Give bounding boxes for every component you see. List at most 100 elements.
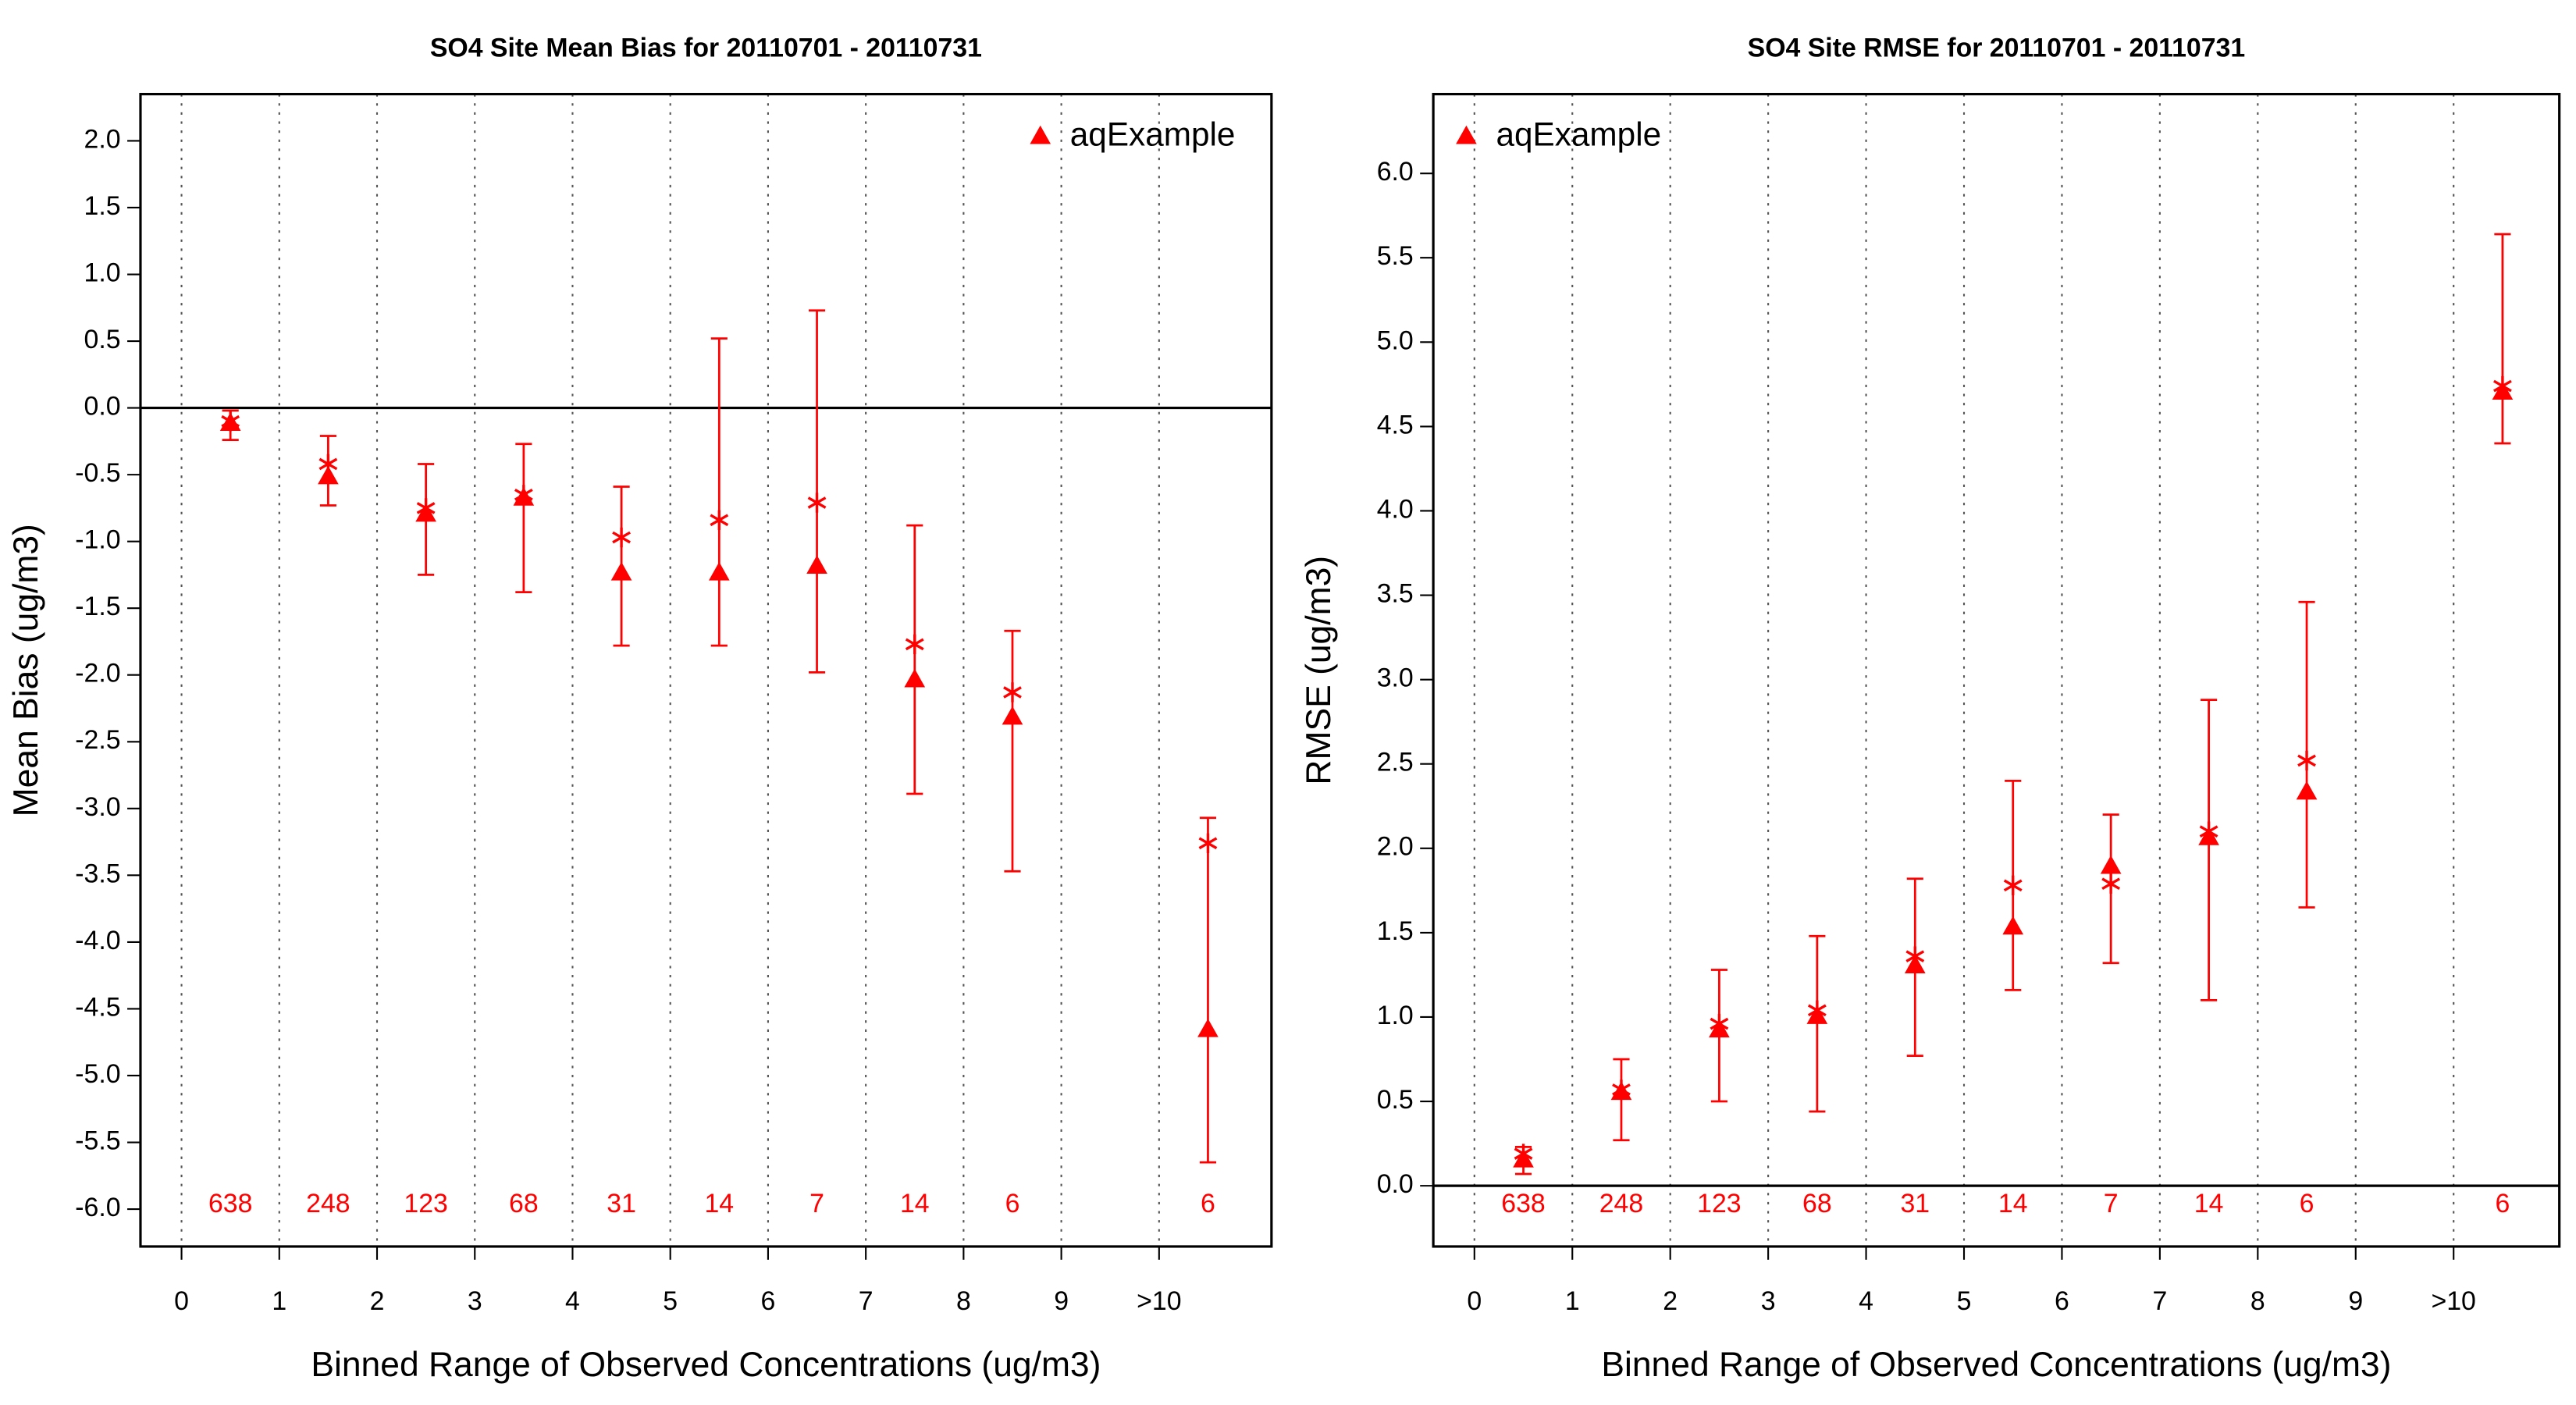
y-tick-label: -4.5 [75,992,120,1022]
y-tick-label: -6.0 [75,1193,120,1222]
mean-marker [1709,1019,1730,1038]
y-tick-label: 1.0 [84,258,121,287]
count-label: 14 [704,1189,734,1218]
mean-marker [708,561,730,581]
x-tick-label: 6 [2055,1286,2069,1316]
count-label: 248 [306,1189,350,1218]
chart-title: SO4 Site Mean Bias for 20110701 - 201107… [430,33,982,62]
x-tick-label: >10 [1137,1286,1181,1316]
x-tick-label: 7 [859,1286,873,1316]
x-tick-label: 3 [468,1286,482,1316]
mean-marker [2002,916,2024,935]
plot-frame [139,92,1273,1248]
mean-marker [2198,827,2219,845]
error-bar [808,309,826,674]
x-tick-label: 6 [761,1286,776,1316]
count-label: 6 [1005,1189,1020,1218]
error-bar [1199,816,1217,1164]
mean-marker [415,503,436,522]
y-tick-label: 6.0 [1377,157,1414,187]
legend-label: aqExample [1070,116,1236,153]
mean-marker [1904,955,1926,974]
chart-title: SO4 Site RMSE for 20110701 - 20110731 [1748,33,2246,62]
x-axis-title: Binned Range of Observed Concentrations … [1601,1346,2391,1384]
x-tick-label: 2 [1663,1286,1678,1316]
median-marker [1198,833,1218,853]
median-marker [2297,750,2316,771]
count-label: 638 [208,1189,252,1218]
legend-marker [1030,125,1051,144]
x-tick-label: 5 [1957,1286,1972,1316]
y-tick-label: 1.5 [1377,916,1414,946]
y-tick-label: 1.0 [1377,1001,1414,1030]
median-marker [2003,875,2023,896]
x-tick-label: 1 [1565,1286,1580,1316]
y-tick-label: 0.5 [1377,1085,1414,1115]
legend-label: aqExample [1496,116,1662,153]
mean-marker [1513,1148,1534,1168]
x-tick-label: 9 [1054,1286,1069,1316]
count-label: 123 [404,1189,447,1218]
y-tick-label: 3.0 [1377,663,1414,693]
count-label: 7 [2104,1189,2119,1218]
median-marker [612,527,631,548]
y-tick-label: -5.5 [75,1126,120,1155]
error-bar [906,524,923,795]
median-marker [905,634,924,655]
y-tick-label: 2.0 [84,124,121,154]
y-tick-label: -2.5 [75,725,120,755]
y-tick-label: 2.5 [1377,748,1414,777]
mean-marker [1610,1081,1632,1101]
median-marker [1003,682,1022,702]
x-tick-label: 1 [272,1286,286,1316]
x-tick-label: 4 [1859,1286,1873,1316]
mean-marker [806,555,827,574]
y-tick-label: 0.5 [84,325,121,354]
y-tick-label: 4.0 [1377,494,1414,524]
y-tick-label: -1.0 [75,525,120,555]
count-label: 68 [1802,1189,1832,1218]
y-tick-label: -3.0 [75,792,120,822]
y-tick-label: -5.0 [75,1059,120,1089]
x-tick-label: 0 [1467,1286,1482,1316]
x-tick-label: 8 [2250,1286,2265,1316]
mean-marker [1002,706,1023,725]
x-tick-label: 3 [1761,1286,1776,1316]
count-label: 7 [809,1189,824,1218]
y-tick-label: -3.5 [75,859,120,888]
x-tick-label: 0 [174,1286,189,1316]
median-marker [710,510,729,530]
chart-panel: SO4 Site RMSE for 20110701 - 20110731 Bin… [1300,33,2561,1384]
y-tick-label: -0.5 [75,458,120,488]
x-tick-label: 9 [2348,1286,2363,1316]
y-tick-label: 0.0 [1377,1169,1414,1199]
y-tick-label: -4.0 [75,926,120,955]
y-axis-title: Mean Bias (ug/m3) [7,524,45,816]
x-tick-label: 2 [370,1286,385,1316]
y-tick-label: 3.5 [1377,579,1414,609]
mean-marker [2296,781,2318,800]
x-axis-title: Binned Range of Observed Concentrations … [311,1346,1101,1384]
y-tick-label: 2.0 [1377,832,1414,862]
median-marker [2101,873,2121,894]
x-tick-label: 4 [565,1286,580,1316]
x-tick-label: >10 [2432,1286,2476,1316]
count-label: 6 [2496,1189,2510,1218]
mean-marker [513,487,535,506]
x-tick-label: 5 [663,1286,678,1316]
x-tick-label: 7 [2152,1286,2167,1316]
count-label: 6 [2300,1189,2314,1218]
count-label: 68 [509,1189,539,1218]
count-label: 123 [1697,1189,1741,1218]
error-bar [515,443,532,594]
legend-marker [1456,125,1477,144]
mean-marker [219,412,241,432]
x-tick-label: 8 [956,1286,971,1316]
mean-marker [1806,1005,1828,1024]
y-axis-title: RMSE (ug/m3) [1300,556,1338,785]
y-tick-label: -2.0 [75,659,120,688]
error-bar [2494,233,2511,445]
y-tick-label: 4.5 [1377,410,1414,439]
error-bar [2201,699,2218,1001]
